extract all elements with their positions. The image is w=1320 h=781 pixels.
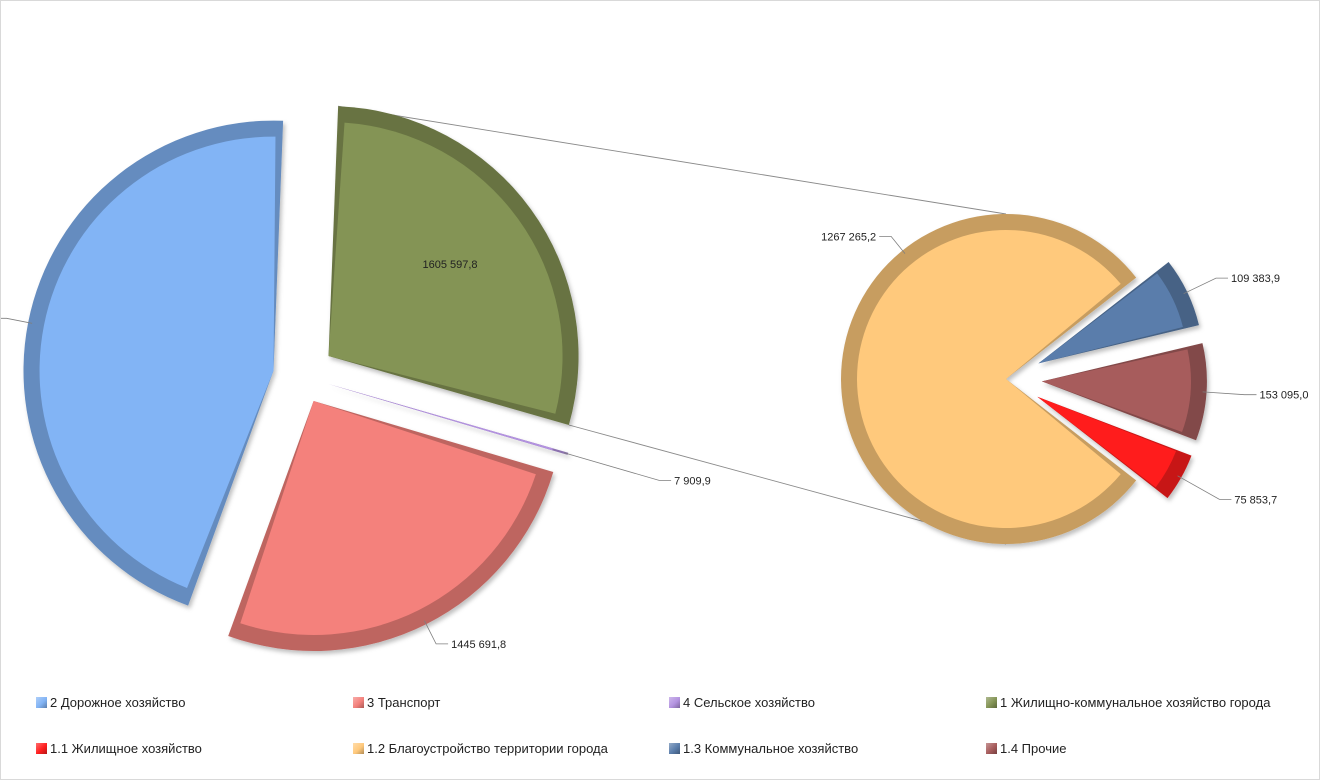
- data-label-4-сельское-хозяйство: 7 909,9: [674, 475, 711, 487]
- legend-item-2-дорожное-хозяйство: 2 Дорожное хозяйство: [36, 695, 185, 710]
- legend-label: 4 Сельское хозяйство: [683, 695, 815, 710]
- leader-line-2-дорожное-хозяйство: [1, 317, 33, 324]
- legend-item-1-жилищно-коммунальное-хозяйство-города: 1 Жилищно-коммунальное хозяйство города: [986, 695, 1270, 710]
- data-label-1-1-жилищное-хозяйство: 75 853,7: [1234, 494, 1277, 506]
- legend-swatch-icon: [669, 743, 680, 754]
- data-label-1-4-прочие: 153 095,0: [1260, 390, 1309, 402]
- legend-label: 3 Транспорт: [367, 695, 441, 710]
- slice-1-жилищно-коммунальное-хозяйство-города: [328, 106, 579, 425]
- leader-line-3-транспорт: [424, 620, 449, 645]
- legend-item-1-2-благоустройство-территории-города: 1.2 Благоустройство территории города: [353, 741, 608, 756]
- leader-line-4-сельское-хозяйство: [563, 452, 672, 481]
- legend-label: 1.3 Коммунальное хозяйство: [683, 741, 859, 756]
- slice-3-транспорт: [228, 401, 554, 652]
- slice-4-сельское-хозяйство: [327, 383, 569, 455]
- data-label-3-транспорт: 1445 691,8: [451, 639, 506, 651]
- legend-swatch-icon: [986, 697, 997, 708]
- data-label-1-жилищно-коммунальное-хозяйство-города: 1605 597,8: [422, 259, 477, 271]
- slice-2-дорожное-хозяйство: [23, 120, 284, 606]
- legend-label: 1.1 Жилищное хозяйство: [50, 741, 202, 756]
- leader-line-1-2-благоустройство-территории-города: [879, 236, 906, 254]
- leader-line-1-3-коммунальное-хозяйство: [1183, 277, 1228, 295]
- legend-swatch-icon: [36, 743, 47, 754]
- slice-1-4-прочие: [1041, 343, 1207, 441]
- legend-swatch-icon: [36, 697, 47, 708]
- legend-item-4-сельское-хозяйство: 4 Сельское хозяйство: [669, 695, 815, 710]
- legend-swatch-icon: [353, 697, 364, 708]
- legend-swatch-icon: [986, 743, 997, 754]
- data-label-1-3-коммунальное-хозяйство: 109 383,9: [1231, 273, 1280, 285]
- data-label-1-2-благоустройство-территории-города: 1267 265,2: [821, 232, 876, 244]
- leader-line-1-1-жилищное-хозяйство: [1177, 475, 1232, 500]
- slice-1-3-коммунальное-хозяйство: [1038, 261, 1199, 364]
- slice-1-2-благоустройство-территории-города: [841, 213, 1137, 544]
- slice-1-1-жилищное-хозяйство: [1037, 396, 1192, 499]
- legend-label: 1 Жилищно-коммунальное хозяйство города: [1000, 695, 1271, 710]
- legend-item-3-транспорт: 3 Транспорт: [353, 695, 440, 710]
- legend-label: 1.2 Благоустройство территории города: [367, 741, 608, 756]
- legend-swatch-icon: [669, 697, 680, 708]
- legend-item-1-3-коммунальное-хозяйство: 1.3 Коммунальное хозяйство: [669, 741, 858, 756]
- legend-label: 1.4 Прочие: [1000, 741, 1067, 756]
- legend-item-1-1-жилищное-хозяйство: 1.1 Жилищное хозяйство: [36, 741, 202, 756]
- legend-swatch-icon: [353, 743, 364, 754]
- leader-line-1-4-прочие: [1202, 391, 1257, 396]
- legend-item-1-4-прочие: 1.4 Прочие: [986, 741, 1066, 756]
- connector-line-top: [338, 105, 1007, 215]
- legend-label: 2 Дорожное хозяйство: [50, 695, 186, 710]
